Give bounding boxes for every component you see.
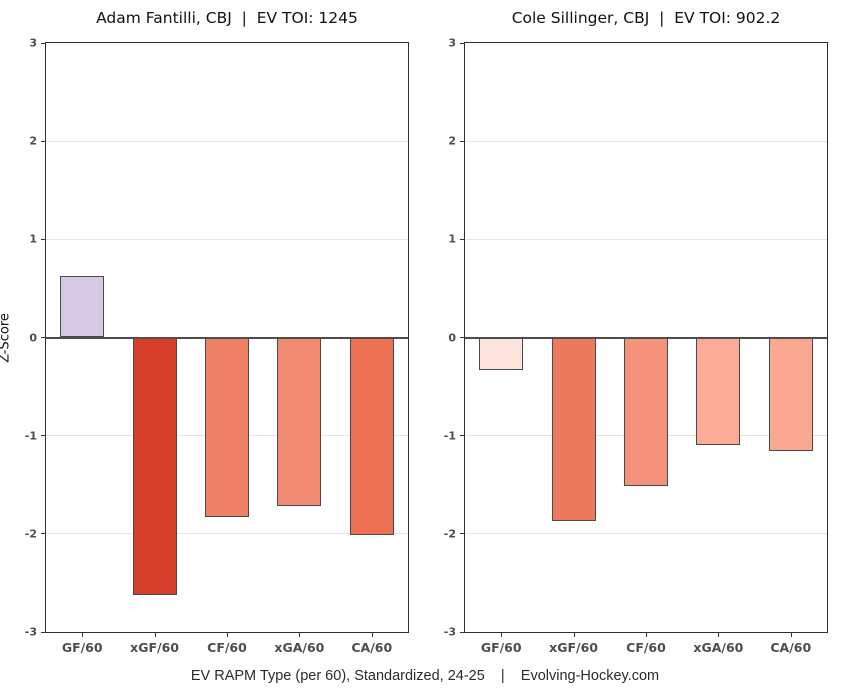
- bar-xgf60: [551, 337, 596, 522]
- x-tick-label-gf60: GF/60: [480, 640, 522, 655]
- y-tick-mark-0: [41, 337, 46, 338]
- gridline-y-2: [46, 533, 408, 535]
- x-tick-mark-3: [299, 632, 301, 637]
- chart-title-left: Adam Fantilli, CBJ | EV TOI: 1245: [96, 9, 358, 27]
- x-tick-label-xgf60: xGF/60: [549, 640, 598, 655]
- figure-caption: EV RAPM Type (per 60), Standardized, 24-…: [190, 668, 660, 684]
- y-axis-title: Z-Score: [0, 312, 13, 363]
- x-tick-label-xga60: xGA/60: [693, 640, 744, 655]
- y-tick-label-2: 2: [29, 134, 37, 148]
- y-tick-label-3: 3: [448, 36, 456, 50]
- gridline-y2: [465, 140, 827, 142]
- bar-cf60: [624, 337, 668, 486]
- y-tick-label-1: 1: [29, 232, 37, 246]
- bar-cf60: [205, 337, 249, 518]
- chart-panel-left: Adam Fantilli, CBJ | EV TOI: 1245 Z-Scor…: [0, 9, 409, 655]
- bar-gf60: [479, 337, 524, 370]
- y-tick-label--2: -2: [443, 527, 456, 541]
- y-tick-mark--2: [460, 533, 465, 535]
- y-tick-label-1: 1: [448, 232, 456, 246]
- bar-xga60: [696, 337, 741, 445]
- y-tick-mark--3: [41, 631, 46, 633]
- x-tick-label-xgf60: xGF/60: [130, 640, 179, 655]
- y-tick-label--2: -2: [24, 527, 37, 541]
- x-tick-label-cf60: CF/60: [626, 640, 666, 655]
- x-tick-label-ca60: CA/60: [351, 640, 393, 655]
- plot-area-left: 3 2 1 0 -1 -2 -3 GF/60 xGF/60 CF/60 xGA/60 CA/60: [25, 37, 409, 655]
- y-tick-mark-3: [41, 42, 46, 44]
- x-tick-label-ca60: CA/60: [770, 640, 812, 655]
- y-tick-mark--2: [41, 533, 46, 535]
- gridline-y1: [46, 238, 408, 240]
- y-tick-mark--1: [41, 435, 46, 437]
- x-tick-mark-4: [790, 632, 792, 637]
- x-tick-label-xga60: xGA/60: [274, 640, 325, 655]
- zero-line: [46, 336, 408, 339]
- y-tick-label-2: 2: [448, 134, 456, 148]
- bar-xgf60: [132, 337, 177, 595]
- y-tick-mark--3: [460, 631, 465, 633]
- y-tick-mark--1: [460, 435, 465, 437]
- y-tick-label-0: 0: [448, 331, 456, 344]
- y-tick-label--3: -3: [443, 625, 456, 639]
- y-tick-label--3: -3: [24, 625, 37, 639]
- y-tick-label-0: 0: [29, 331, 37, 344]
- y-tick-mark-1: [460, 238, 465, 240]
- x-tick-mark-3: [718, 632, 720, 637]
- y-tick-label--1: -1: [24, 429, 37, 443]
- bar-ca60: [349, 337, 394, 535]
- gridline-y-2: [465, 533, 827, 535]
- x-tick-label-gf60: GF/60: [61, 640, 103, 655]
- x-tick-mark-2: [646, 632, 647, 637]
- plot-area-right: 3 2 1 0 -1 -2 -3 GF/60 xGF/60 CF/60 xGA/60 CA/60: [444, 37, 828, 655]
- x-tick-mark-1: [573, 632, 575, 637]
- x-tick-mark-0: [501, 632, 503, 637]
- x-tick-mark-2: [227, 632, 228, 637]
- y-tick-mark-0: [460, 337, 465, 338]
- x-tick-mark-0: [82, 632, 84, 637]
- gridline-y1: [465, 238, 827, 240]
- y-tick-mark-2: [41, 140, 46, 142]
- chart-panel-right: Cole Sillinger, CBJ | EV TOI: 902.2 3 2 1 0…: [444, 9, 828, 655]
- y-tick-label-3: 3: [29, 36, 37, 50]
- gridline-y2: [46, 140, 408, 142]
- bar-xga60: [277, 337, 322, 507]
- bar-ca60: [768, 337, 813, 452]
- y-tick-mark-3: [460, 42, 465, 44]
- y-tick-mark-2: [460, 140, 465, 142]
- chart-title-right: Cole Sillinger, CBJ | EV TOI: 902.2: [511, 9, 781, 27]
- x-tick-label-cf60: CF/60: [207, 640, 247, 655]
- x-tick-mark-1: [154, 632, 156, 637]
- y-tick-mark-1: [41, 238, 46, 240]
- zero-line: [465, 336, 827, 339]
- y-tick-label--1: -1: [443, 429, 456, 443]
- x-tick-mark-4: [371, 632, 373, 637]
- bar-gf60: [60, 275, 105, 338]
